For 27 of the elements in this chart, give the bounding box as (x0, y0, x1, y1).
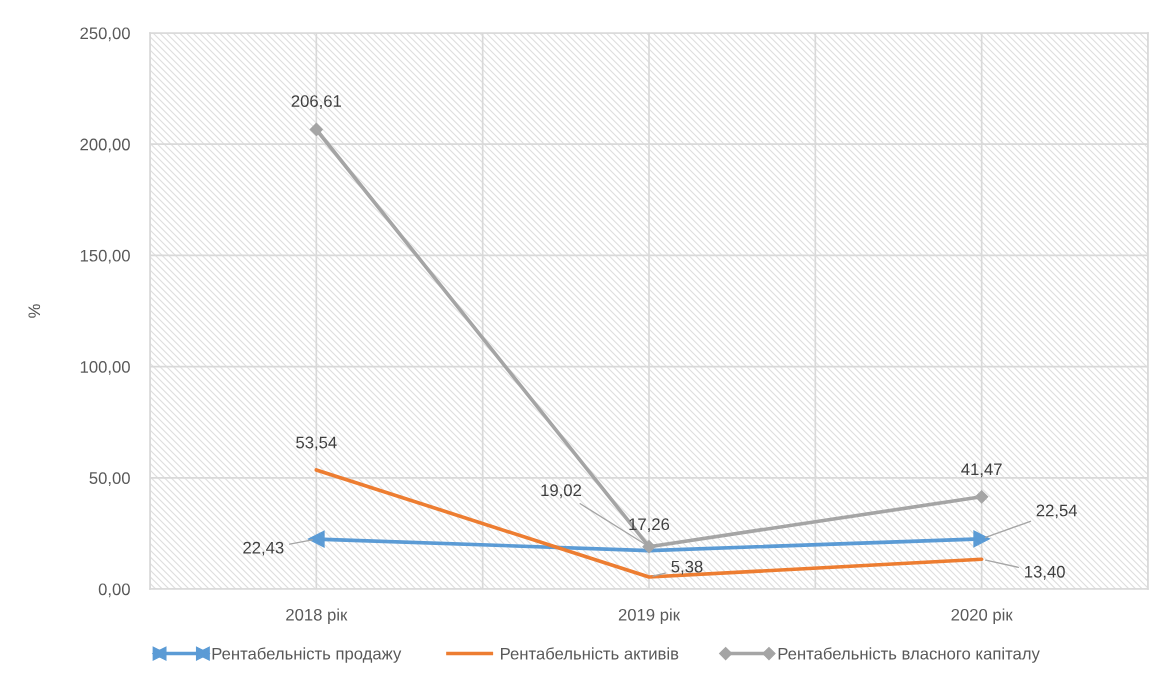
x-tick-label: 2020 рік (951, 608, 1013, 624)
data-label: 13,40 (1025, 565, 1065, 580)
data-label: 17,26 (629, 518, 670, 533)
data-label: 19,02 (541, 484, 582, 499)
data-label: 22,54 (1036, 504, 1078, 519)
data-label: 22,43 (243, 541, 284, 556)
data-label: 5,38 (671, 560, 703, 575)
point (309, 122, 323, 137)
point (307, 530, 325, 548)
data-label: 206,61 (291, 95, 342, 109)
y-tick-label: 100,00 (80, 361, 130, 375)
y-tick-label: 250,00 (80, 27, 130, 42)
y-axis-title: % (28, 304, 41, 318)
legend-label: Рентабельність продажу (212, 647, 402, 663)
legend-label: Рентабельність власного капіталу (778, 647, 1040, 663)
data-label: 41,47 (961, 463, 1002, 478)
y-tick-label: 50,00 (89, 472, 130, 486)
y-tick-label: 200,00 (80, 138, 130, 153)
point (973, 530, 991, 548)
legend-label: Рентабельність активів (501, 647, 679, 660)
y-tick-label: 150,00 (80, 249, 130, 264)
x-tick-label: 2018 рік (286, 608, 348, 624)
point (642, 540, 656, 554)
data-label: 53,54 (296, 436, 337, 451)
point (975, 490, 989, 504)
x-tick-label: 2019 рік (618, 608, 681, 624)
y-tick-label: 0,00 (98, 583, 130, 598)
